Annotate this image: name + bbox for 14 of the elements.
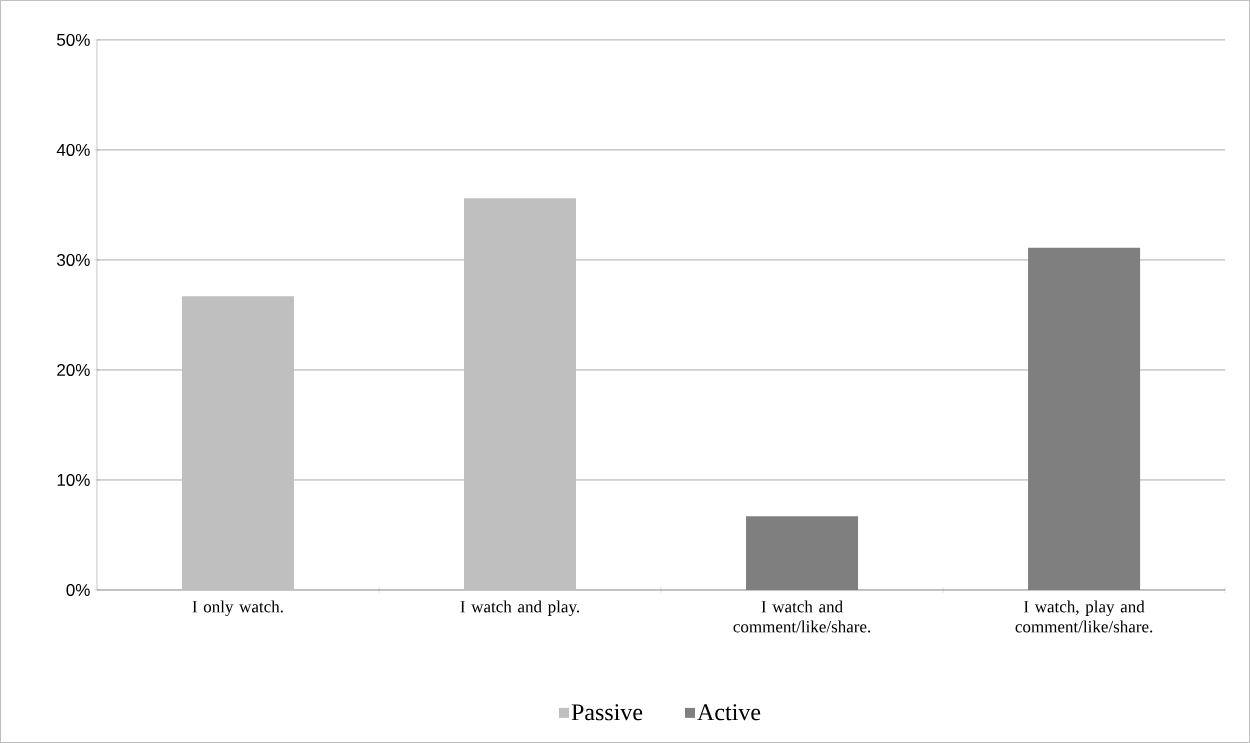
x-tick-label: I watch, play and comment/like/share. xyxy=(1015,600,1153,633)
y-tick-label: 30% xyxy=(57,253,90,267)
y-tick-label: 20% xyxy=(57,363,90,377)
y-tick-label: 40% xyxy=(56,143,90,156)
legend-label: Active xyxy=(697,704,761,721)
legend-label: Passive xyxy=(571,704,643,721)
y-tick-label: 50% xyxy=(57,33,90,46)
bar xyxy=(181,296,294,591)
x-tick-label: I watch and play. xyxy=(460,600,579,617)
y-tick-label: 10% xyxy=(57,473,90,487)
y-tick-label: 0% xyxy=(66,584,90,597)
bar xyxy=(463,198,576,591)
x-tick-label: I only watch. xyxy=(192,600,283,617)
x-tick-label: I watch and comment/like/share. xyxy=(733,600,871,633)
